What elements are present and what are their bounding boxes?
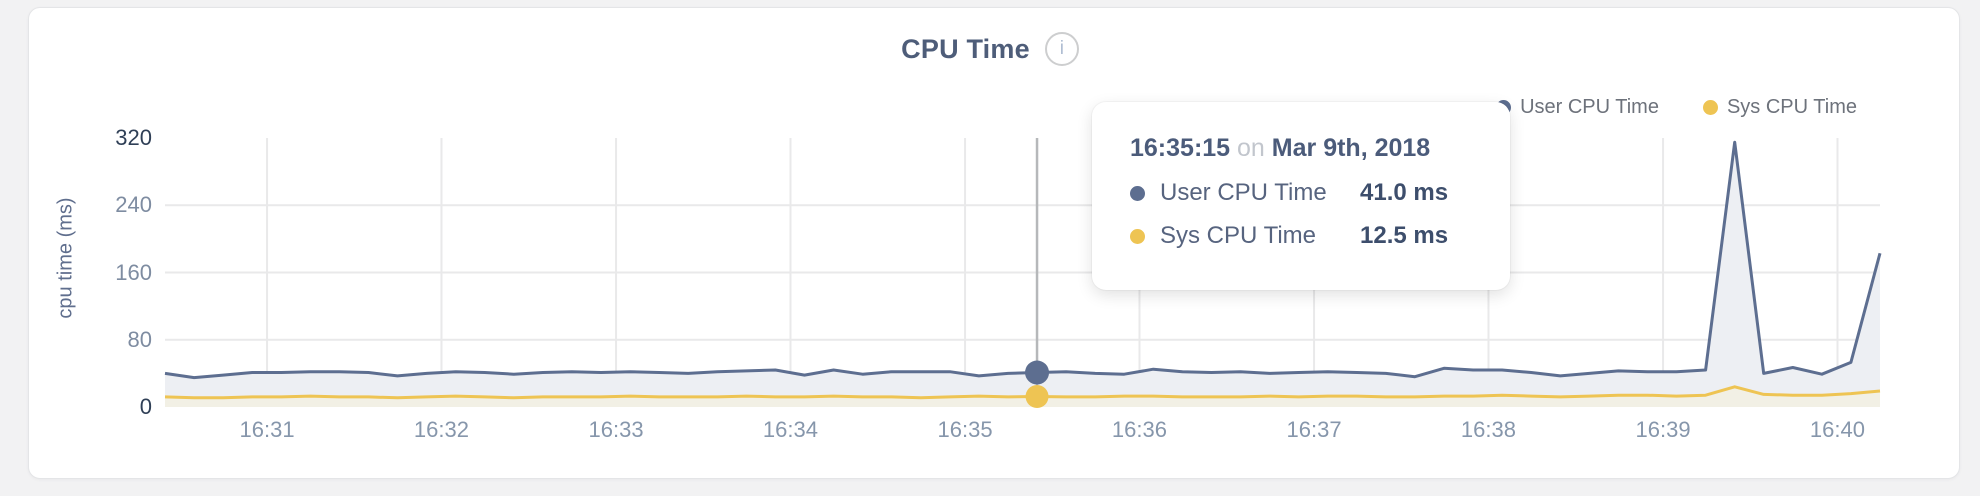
tooltip-time: 16:35:15	[1130, 134, 1231, 162]
x-tick-label-16:35: 16:35	[937, 417, 993, 442]
user-cpu-dot-icon	[1130, 185, 1145, 201]
line-user-cpu-time	[164, 140, 1882, 380]
legend-item-user-cpu[interactable]: User CPU Time	[1496, 96, 1659, 119]
x-tick-label-16:39: 16:39	[1635, 417, 1691, 442]
highlight-marker-sys-cpu-time	[1025, 384, 1049, 408]
legend: User CPU Time Sys CPU Time	[1496, 96, 1857, 119]
y-tick-label-160: 160	[115, 259, 152, 285]
tooltip-series-label: Sys CPU Time	[1160, 222, 1317, 249]
x-tick-label-16:38: 16:38	[1460, 417, 1516, 442]
hover-tooltip: 16:35:15 on Mar 9th, 2018 User CPU Time …	[1092, 102, 1510, 290]
tooltip-row-user-cpu: User CPU Time 41.0 ms	[1130, 179, 1510, 207]
legend-label: Sys CPU Time	[1726, 96, 1857, 118]
x-tick-label-16:33: 16:33	[588, 417, 644, 442]
tooltip-date: Mar 9th, 2018	[1271, 134, 1431, 162]
tooltip-series-label: User CPU Time	[1160, 179, 1327, 206]
y-tick-label-240: 240	[115, 192, 152, 218]
legend-label: User CPU Time	[1520, 96, 1659, 118]
y-tick-label-320: 320	[115, 125, 152, 150]
x-tick-label-16:32: 16:32	[413, 417, 469, 442]
x-tick-label-16:31: 16:31	[239, 417, 295, 442]
highlight-marker-user-cpu-time	[1025, 360, 1050, 385]
info-icon[interactable]: i	[1044, 32, 1079, 66]
x-tick-label-16:34: 16:34	[762, 417, 818, 442]
panel-title: CPU Time	[901, 33, 1030, 64]
tooltip-series-value: 12.5 ms	[1360, 222, 1449, 249]
sys-cpu-legend-dot	[1702, 100, 1718, 115]
tooltip-timestamp: 16:35:15 on Mar 9th, 2018	[1130, 132, 1510, 164]
tooltip-connector: on	[1237, 134, 1265, 162]
x-tick-label-16:37: 16:37	[1286, 417, 1342, 442]
x-tick-label-16:36: 16:36	[1111, 417, 1167, 442]
legend-item-sys-cpu[interactable]: Sys CPU Time	[1702, 96, 1857, 119]
y-tick-label-80: 80	[127, 326, 152, 352]
cpu-time-chart[interactable]	[164, 138, 1882, 408]
x-tick-label-16:40: 16:40	[1809, 417, 1865, 442]
area-user-cpu-time	[165, 142, 1880, 407]
line-sys-cpu-time	[164, 385, 1881, 400]
panel-header: CPU Time i	[0, 32, 1980, 66]
sys-cpu-dot-icon	[1130, 228, 1145, 244]
tooltip-series-value: 41.0 ms	[1360, 179, 1449, 206]
y-tick-label-0: 0	[139, 394, 152, 419]
tooltip-row-sys-cpu: Sys CPU Time 12.5 ms	[1130, 222, 1510, 250]
